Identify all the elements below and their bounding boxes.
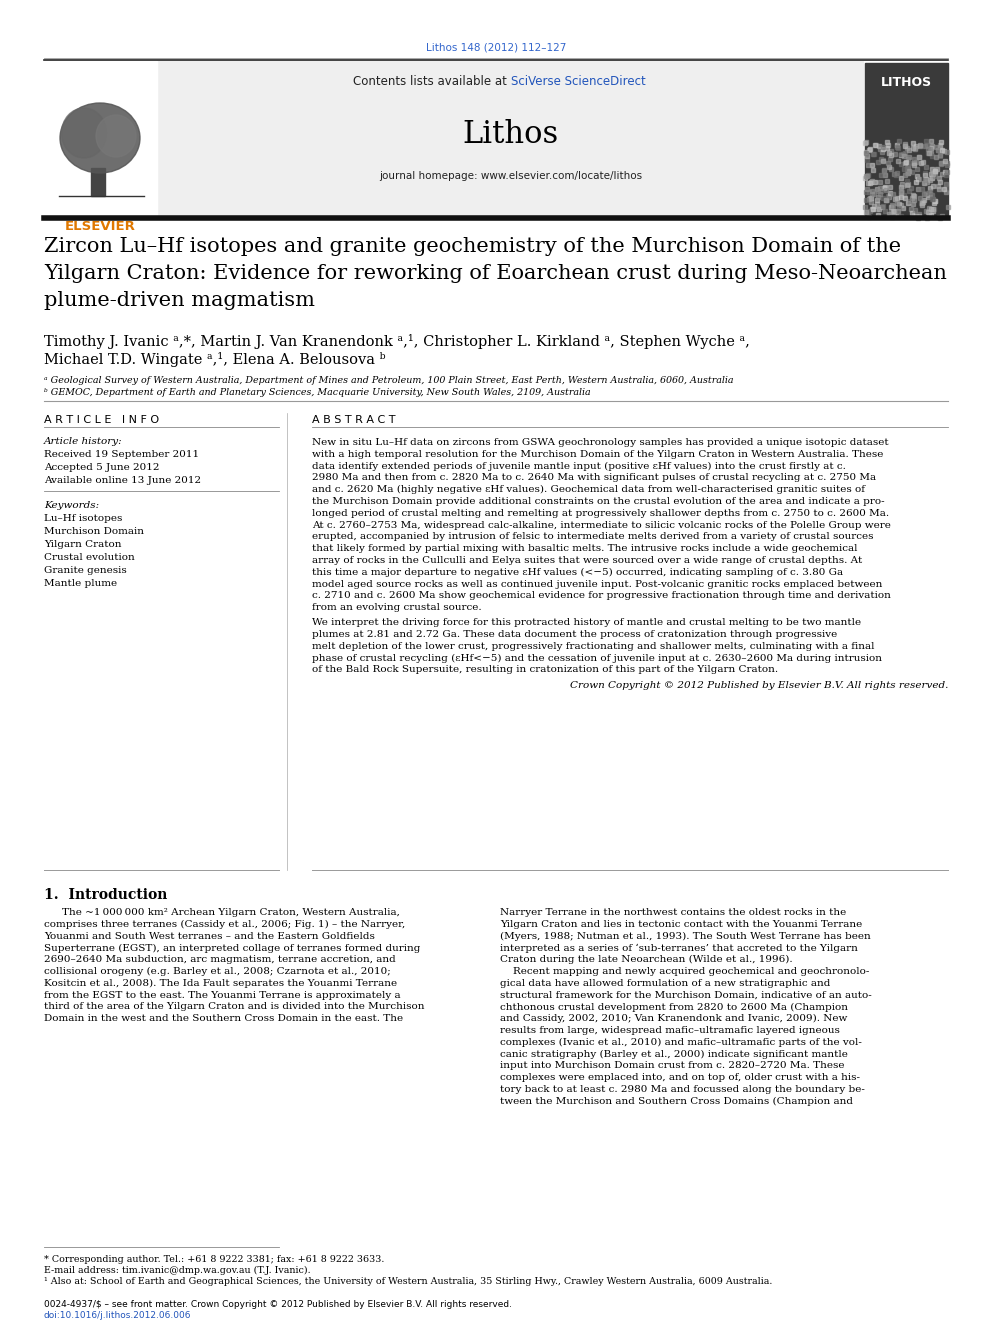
Bar (157, 61, 863, 218)
Text: plume-driven magmatism: plume-driven magmatism (44, 291, 315, 310)
Text: * Corresponding author. Tel.: +61 8 9222 3381; fax: +61 8 9222 3633.: * Corresponding author. Tel.: +61 8 9222… (44, 1256, 384, 1263)
Text: SciVerse ScienceDirect: SciVerse ScienceDirect (511, 75, 646, 89)
Text: ᵇ GEMOC, Department of Earth and Planetary Sciences, Macquarie University, New S: ᵇ GEMOC, Department of Earth and Planeta… (44, 388, 590, 397)
Text: Article history:: Article history: (44, 437, 123, 446)
Text: Contents lists available at: Contents lists available at (353, 75, 511, 89)
Text: We interpret the driving force for this protracted history of mantle and crustal: We interpret the driving force for this … (312, 618, 861, 627)
Text: complexes were emplaced into, and on top of, older crust with a his-: complexes were emplaced into, and on top… (500, 1073, 860, 1082)
Text: Narryer Terrane in the northwest contains the oldest rocks in the: Narryer Terrane in the northwest contain… (500, 908, 846, 917)
Ellipse shape (96, 115, 136, 157)
Text: Timothy J. Ivanic ᵃ,*, Martin J. Van Kranendonk ᵃ,¹, Christopher L. Kirkland ᵃ, : Timothy J. Ivanic ᵃ,*, Martin J. Van Kra… (44, 333, 750, 349)
Text: gical data have allowed formulation of a new stratigraphic and: gical data have allowed formulation of a… (500, 979, 830, 988)
Text: this time a major departure to negative εHf values (<−5) occurred, indicating sa: this time a major departure to negative … (312, 568, 843, 577)
Text: Keywords:: Keywords: (44, 501, 99, 509)
Text: New in situ Lu–Hf data on zircons from GSWA geochronology samples has provided a: New in situ Lu–Hf data on zircons from G… (312, 438, 889, 447)
Text: input into Murchison Domain crust from c. 2820–2720 Ma. These: input into Murchison Domain crust from c… (500, 1061, 844, 1070)
Text: At c. 2760–2753 Ma, widespread calc-alkaline, intermediate to silicic volcanic r: At c. 2760–2753 Ma, widespread calc-alka… (312, 520, 891, 529)
Text: and Cassidy, 2002, 2010; Van Kranendonk and Ivanic, 2009). New: and Cassidy, 2002, 2010; Van Kranendonk … (500, 1015, 847, 1023)
Text: LITHOS: LITHOS (881, 75, 931, 89)
Text: phase of crustal recycling (εHf<−5) and the cessation of juvenile input at c. 26: phase of crustal recycling (εHf<−5) and … (312, 654, 882, 663)
Text: A B S T R A C T: A B S T R A C T (312, 415, 396, 425)
Text: from an evolving crustal source.: from an evolving crustal source. (312, 603, 482, 613)
Text: chthonous crustal development from 2820 to 2600 Ma (Champion: chthonous crustal development from 2820 … (500, 1003, 848, 1012)
Text: results from large, widespread mafic–ultramafic layered igneous: results from large, widespread mafic–ult… (500, 1027, 840, 1035)
Text: ELSEVIER: ELSEVIER (64, 220, 136, 233)
Text: c. 2710 and c. 2600 Ma show geochemical evidence for progressive fractionation t: c. 2710 and c. 2600 Ma show geochemical … (312, 591, 891, 601)
Ellipse shape (62, 108, 106, 157)
Text: array of rocks in the Cullculli and Eelya suites that were sourced over a wide r: array of rocks in the Cullculli and Eely… (312, 556, 862, 565)
Text: Yilgarn Craton: Evidence for reworking of Eoarchean crust during Meso-Neoarchean: Yilgarn Craton: Evidence for reworking o… (44, 265, 947, 283)
Text: and c. 2620 Ma (highly negative εHf values). Geochemical data from well-characte: and c. 2620 Ma (highly negative εHf valu… (312, 486, 865, 495)
Text: journal homepage: www.elsevier.com/locate/lithos: journal homepage: www.elsevier.com/locat… (379, 171, 643, 181)
Text: of the Bald Rock Supersuite, resulting in cratonization of this part of the Yilg: of the Bald Rock Supersuite, resulting i… (312, 665, 778, 675)
Text: Mantle plume: Mantle plume (44, 579, 117, 587)
Text: model aged source rocks as well as continued juvenile input. Post-volcanic grani: model aged source rocks as well as conti… (312, 579, 882, 589)
Text: Accepted 5 June 2012: Accepted 5 June 2012 (44, 463, 160, 472)
Text: Lithos: Lithos (463, 119, 559, 149)
Bar (44, 61, 157, 218)
Text: interpreted as a series of ‘sub-terranes’ that accreted to the Yilgarn: interpreted as a series of ‘sub-terranes… (500, 943, 858, 953)
Text: ¹ Also at: School of Earth and Geographical Sciences, the University of Western : ¹ Also at: School of Earth and Geographi… (44, 1277, 773, 1286)
Text: (Myers, 1988; Nutman et al., 1993). The South West Terrane has been: (Myers, 1988; Nutman et al., 1993). The … (500, 931, 871, 941)
Text: Granite genesis: Granite genesis (44, 566, 127, 576)
Text: 2980 Ma and then from c. 2820 Ma to c. 2640 Ma with significant pulses of crusta: 2980 Ma and then from c. 2820 Ma to c. 2… (312, 474, 876, 483)
Text: Superterrane (EGST), an interpreted collage of terranes formed during: Superterrane (EGST), an interpreted coll… (44, 943, 421, 953)
Text: from the EGST to the east. The Youanmi Terrane is approximately a: from the EGST to the east. The Youanmi T… (44, 991, 401, 1000)
Text: complexes (Ivanic et al., 2010) and mafic–ultramafic parts of the vol-: complexes (Ivanic et al., 2010) and mafi… (500, 1037, 862, 1046)
Bar (91, 168, 105, 196)
Text: comprises three terranes (Cassidy et al., 2006; Fig. 1) – the Narryer,: comprises three terranes (Cassidy et al.… (44, 919, 406, 929)
Text: collisional orogeny (e.g. Barley et al., 2008; Czarnota et al., 2010;: collisional orogeny (e.g. Barley et al.,… (44, 967, 391, 976)
Text: tory back to at least c. 2980 Ma and focussed along the boundary be-: tory back to at least c. 2980 Ma and foc… (500, 1085, 865, 1094)
Text: the Murchison Domain provide additional constraints on the crustal evolution of : the Murchison Domain provide additional … (312, 497, 885, 505)
Text: Lithos 148 (2012) 112–127: Lithos 148 (2012) 112–127 (426, 42, 566, 52)
Text: Craton during the late Neoarchean (Wilde et al., 1996).: Craton during the late Neoarchean (Wilde… (500, 955, 793, 964)
Text: Crustal evolution: Crustal evolution (44, 553, 135, 562)
Text: A R T I C L E   I N F O: A R T I C L E I N F O (44, 415, 159, 425)
Text: Available online 13 June 2012: Available online 13 June 2012 (44, 476, 201, 486)
Text: data identify extended periods of juvenile mantle input (positive εHf values) in: data identify extended periods of juveni… (312, 462, 846, 471)
Ellipse shape (60, 103, 140, 173)
Text: Received 19 September 2011: Received 19 September 2011 (44, 450, 199, 459)
Text: The ~1 000 000 km² Archean Yilgarn Craton, Western Australia,: The ~1 000 000 km² Archean Yilgarn Crato… (62, 908, 400, 917)
Text: ᵃ Geological Survey of Western Australia, Department of Mines and Petroleum, 100: ᵃ Geological Survey of Western Australia… (44, 376, 733, 385)
Text: third of the area of the Yilgarn Craton and is divided into the Murchison: third of the area of the Yilgarn Craton … (44, 1003, 425, 1011)
Text: canic stratigraphy (Barley et al., 2000) indicate significant mantle: canic stratigraphy (Barley et al., 2000)… (500, 1049, 848, 1058)
Text: 2690–2640 Ma subduction, arc magmatism, terrane accretion, and: 2690–2640 Ma subduction, arc magmatism, … (44, 955, 396, 964)
Text: Yilgarn Craton and lies in tectonic contact with the Youanmi Terrane: Yilgarn Craton and lies in tectonic cont… (500, 919, 862, 929)
Text: Youanmi and South West terranes – and the Eastern Goldfields: Youanmi and South West terranes – and th… (44, 931, 375, 941)
Text: erupted, accompanied by intrusion of felsic to intermediate melts derived from a: erupted, accompanied by intrusion of fel… (312, 532, 874, 541)
Text: Michael T.D. Wingate ᵃ,¹, Elena A. Belousova ᵇ: Michael T.D. Wingate ᵃ,¹, Elena A. Belou… (44, 352, 386, 366)
Text: plumes at 2.81 and 2.72 Ga. These data document the process of cratonization thr: plumes at 2.81 and 2.72 Ga. These data d… (312, 630, 837, 639)
Text: Murchison Domain: Murchison Domain (44, 527, 144, 536)
Text: doi:10.1016/j.lithos.2012.06.006: doi:10.1016/j.lithos.2012.06.006 (44, 1311, 191, 1320)
Text: Kositcin et al., 2008). The Ida Fault separates the Youanmi Terrane: Kositcin et al., 2008). The Ida Fault se… (44, 979, 397, 988)
Text: Yilgarn Craton: Yilgarn Craton (44, 540, 121, 549)
Text: Domain in the west and the Southern Cross Domain in the east. The: Domain in the west and the Southern Cros… (44, 1015, 403, 1023)
Text: that likely formed by partial mixing with basaltic melts. The intrusive rocks in: that likely formed by partial mixing wit… (312, 544, 857, 553)
Bar (49, 106, 152, 196)
Text: 0024-4937/$ – see front matter. Crown Copyright © 2012 Published by Elsevier B.V: 0024-4937/$ – see front matter. Crown Co… (44, 1301, 512, 1308)
Text: melt depletion of the lower crust, progressively fractionating and shallower mel: melt depletion of the lower crust, progr… (312, 642, 875, 651)
Bar (865, 64, 948, 217)
Text: structural framework for the Murchison Domain, indicative of an auto-: structural framework for the Murchison D… (500, 991, 872, 1000)
Text: Crown Copyright © 2012 Published by Elsevier B.V. All rights reserved.: Crown Copyright © 2012 Published by Else… (569, 681, 948, 691)
Text: Zircon Lu–Hf isotopes and granite geochemistry of the Murchison Domain of the: Zircon Lu–Hf isotopes and granite geoche… (44, 237, 901, 255)
Text: with a high temporal resolution for the Murchison Domain of the Yilgarn Craton i: with a high temporal resolution for the … (312, 450, 883, 459)
Text: 1.  Introduction: 1. Introduction (44, 888, 168, 902)
Text: Recent mapping and newly acquired geochemical and geochronolo-: Recent mapping and newly acquired geoche… (500, 967, 869, 976)
Text: Lu–Hf isotopes: Lu–Hf isotopes (44, 515, 122, 523)
Text: tween the Murchison and Southern Cross Domains (Champion and: tween the Murchison and Southern Cross D… (500, 1097, 853, 1106)
Text: longed period of crustal melting and remelting at progressively shallower depths: longed period of crustal melting and rem… (312, 509, 889, 517)
Text: E-mail address: tim.ivanic@dmp.wa.gov.au (T.J. Ivanic).: E-mail address: tim.ivanic@dmp.wa.gov.au… (44, 1266, 310, 1275)
